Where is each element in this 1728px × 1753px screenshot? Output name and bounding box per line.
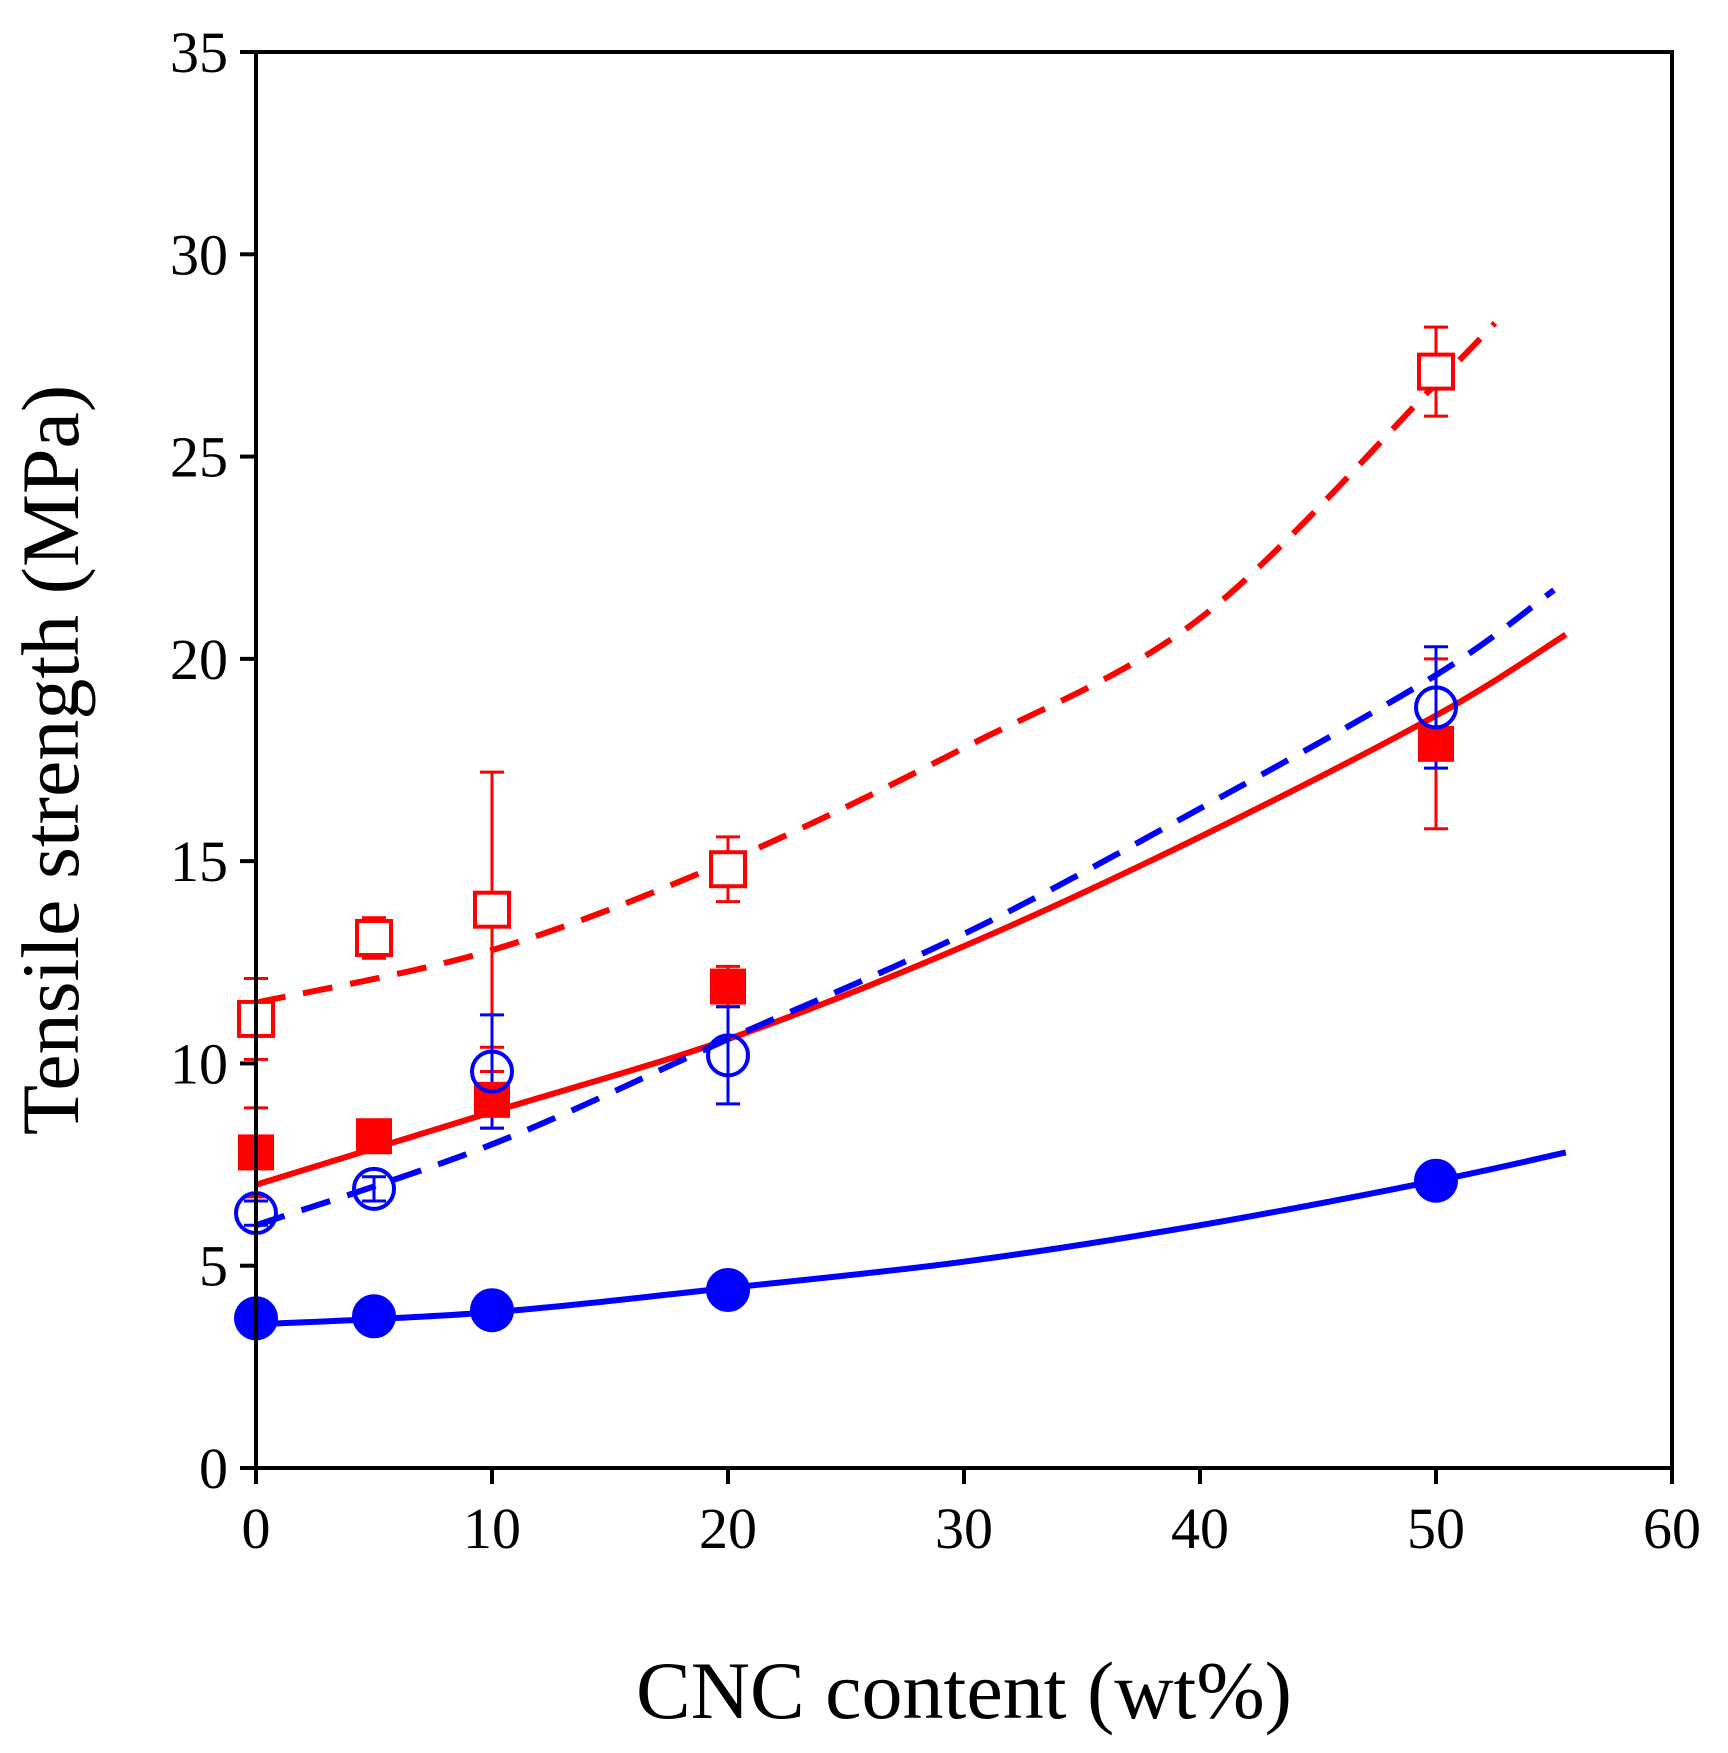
marker-circle-open (1414, 685, 1458, 730)
marker-square-open (355, 919, 393, 958)
y-tick-label: 25 (170, 425, 228, 490)
marker-square-filled (356, 1118, 392, 1155)
y-tick-label: 0 (199, 1436, 228, 1501)
marker-circle-open (706, 1033, 750, 1078)
y-tick-label: 15 (170, 829, 228, 894)
marker-circle-filled (1414, 1158, 1458, 1203)
marker-circle-open (470, 1049, 514, 1094)
x-axis-title: CNC content (wt%) (636, 1645, 1292, 1736)
x-tick-label: 30 (935, 1496, 993, 1561)
marker-square-filled (710, 968, 746, 1005)
marker-square-open (473, 890, 511, 929)
y-tick-label: 20 (170, 627, 228, 692)
x-tick-label: 40 (1171, 1496, 1229, 1561)
axis-ticks: 0 10 20 30 40 50 60 0 5 10 15 20 25 30 35 (170, 20, 1701, 1561)
y-tick-label: 30 (170, 222, 228, 287)
marker-circle-open (352, 1166, 396, 1211)
marker-circle-filled (470, 1288, 514, 1333)
x-tick-label: 20 (699, 1496, 757, 1561)
plot-frame (254, 50, 1674, 1470)
y-axis-title: Tensile strength (MPa) (5, 385, 96, 1135)
fit-curves (255, 320, 1568, 1328)
marker-circle-filled (352, 1294, 396, 1339)
marker-circle-filled (706, 1267, 750, 1312)
fit-curve-circle-open (255, 587, 1556, 1229)
marker-square-open (709, 850, 747, 889)
marker-square-open (1417, 352, 1455, 391)
y-tick-label: 5 (199, 1234, 228, 1299)
error-bars (244, 325, 1448, 1227)
x-tick-label: 60 (1643, 1496, 1701, 1561)
x-tick-label: 0 (242, 1496, 271, 1561)
marker-square-filled (1418, 725, 1454, 762)
data-markers (234, 352, 1458, 1341)
fit-curve-circle-filled (255, 1149, 1567, 1328)
y-tick-label: 35 (170, 20, 228, 85)
y-tick-label: 10 (170, 1031, 228, 1096)
x-tick-label: 10 (463, 1496, 521, 1561)
fit-curve-square-open (255, 320, 1498, 1006)
x-tick-label: 50 (1407, 1496, 1465, 1561)
